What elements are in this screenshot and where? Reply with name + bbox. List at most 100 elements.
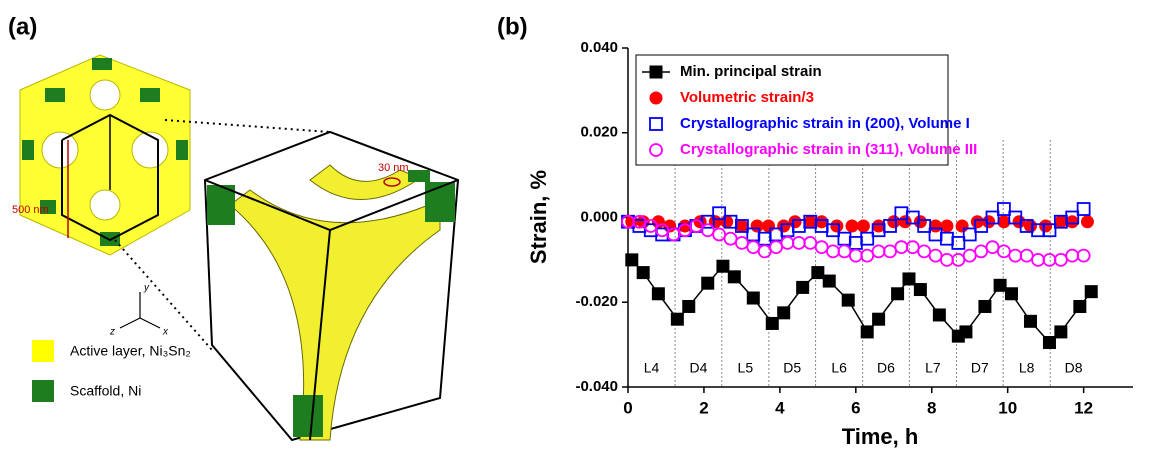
data-point — [1023, 219, 1037, 233]
data-point — [982, 215, 996, 229]
y-tick-label: 0.040 — [580, 39, 618, 56]
data-point — [780, 236, 795, 250]
data-point — [723, 231, 738, 246]
data-point — [985, 240, 1000, 255]
panel-a: (a) 500 nm — [8, 13, 460, 442]
y-tick-label: 0.020 — [580, 124, 618, 141]
data-point — [845, 219, 859, 233]
data-point — [940, 231, 954, 246]
data-point — [883, 244, 897, 259]
data-point — [826, 244, 840, 259]
data-point — [872, 312, 886, 326]
phase-label: D6 — [877, 360, 895, 376]
data-point — [826, 223, 840, 238]
data-point — [670, 312, 684, 326]
data-point — [1042, 336, 1056, 350]
data-point — [898, 215, 912, 229]
x-tick-label: 2 — [699, 398, 708, 417]
data-point — [735, 236, 749, 250]
data-point — [796, 280, 810, 294]
data-point — [951, 252, 966, 267]
data-point — [985, 210, 1000, 225]
x-tick-label: 10 — [998, 398, 1017, 417]
data-point — [902, 272, 916, 286]
data-point — [917, 219, 932, 233]
data-point — [803, 215, 817, 229]
data-point — [716, 259, 730, 273]
data-point — [712, 227, 727, 242]
x-axis-title: Time, h — [842, 424, 919, 449]
data-point — [625, 253, 639, 267]
legend-a: Active layer, Ni₃Sn₂ Scaffold, Ni — [32, 340, 191, 402]
data-point — [682, 299, 696, 313]
data-point — [1004, 287, 1018, 301]
data-point — [1065, 215, 1079, 229]
x-tick-label: 6 — [851, 398, 860, 417]
data-point — [814, 240, 829, 255]
data-point — [1031, 252, 1045, 267]
cube-illustration: 30 nm — [203, 130, 460, 442]
legend-marker — [649, 65, 663, 79]
data-point — [720, 215, 734, 229]
data-point — [757, 231, 772, 246]
data-point — [700, 223, 715, 238]
data-point — [913, 215, 927, 229]
data-point — [777, 306, 791, 320]
legend-box — [635, 54, 949, 166]
data-point — [940, 252, 954, 267]
data-point — [811, 266, 825, 280]
data-point — [1012, 215, 1026, 229]
data-point — [997, 215, 1011, 229]
data-point — [860, 248, 875, 263]
data-point — [765, 316, 779, 330]
data-point — [871, 244, 886, 259]
data-point — [761, 219, 775, 233]
data-point — [757, 244, 772, 259]
phase-label: D8 — [1065, 360, 1083, 376]
chart: (b) Time, h Strain, % L4 D4 L5 D5 L6 D6 L7 D7 L8… — [497, 13, 1133, 449]
data-point — [1076, 202, 1091, 216]
legend-marker — [649, 91, 663, 105]
data-point — [701, 276, 715, 290]
axis-label: z — [109, 327, 115, 338]
data-point — [750, 219, 764, 233]
axis-label: x — [162, 327, 169, 338]
data-point — [860, 325, 874, 339]
phase-label: D7 — [971, 360, 989, 376]
panel-label: (b) — [497, 13, 528, 40]
data-point — [932, 308, 946, 322]
phase-label: L6 — [831, 360, 847, 376]
phase-label: D5 — [783, 360, 801, 376]
data-point — [1023, 314, 1037, 328]
data-point — [788, 215, 802, 229]
zoom-line — [114, 239, 213, 351]
data-point — [891, 287, 905, 301]
data-point — [1008, 248, 1023, 263]
data-point — [1076, 248, 1091, 263]
data-point — [872, 219, 886, 233]
x-tick-label: 4 — [775, 398, 785, 417]
data-point — [1073, 299, 1087, 313]
data-point — [974, 244, 989, 259]
legend-marker — [649, 143, 663, 157]
data-point — [1019, 248, 1034, 263]
data-point — [997, 202, 1011, 216]
axis-triad — [119, 292, 161, 329]
phase-label: L5 — [738, 360, 754, 376]
data-point — [727, 270, 741, 284]
data-point — [803, 236, 818, 250]
data-point — [848, 236, 863, 250]
data-point — [746, 240, 761, 255]
data-point — [856, 219, 870, 233]
data-point — [1008, 210, 1023, 225]
data-point — [905, 240, 920, 255]
legend-marker — [649, 117, 663, 131]
data-point — [1084, 285, 1098, 299]
lattice-illustration: 500 nm — [12, 54, 191, 256]
legend-label: Min. principal strain — [680, 63, 822, 80]
data-point — [777, 219, 791, 233]
data-point — [651, 287, 665, 301]
legend-swatch — [32, 380, 54, 402]
data-point — [978, 299, 992, 313]
